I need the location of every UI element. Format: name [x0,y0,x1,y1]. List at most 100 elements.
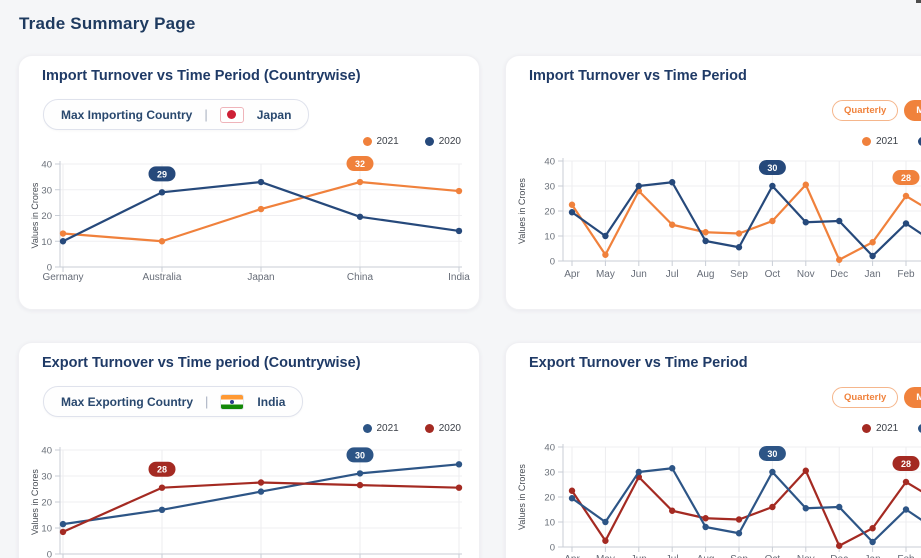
data-point[interactable] [356,213,364,220]
card-title: Import Turnover vs Time Period [529,68,747,84]
legend-label: 2020 [438,423,461,434]
annotation-value: 30 [767,163,777,173]
data-point[interactable] [702,515,709,522]
data-point[interactable] [836,542,843,549]
data-point[interactable] [802,181,809,188]
svg-text:Values in Crores: Values in Crores [30,182,40,248]
data-point[interactable] [602,232,609,240]
svg-text:40: 40 [41,446,52,457]
data-point[interactable] [356,470,364,477]
data-point[interactable] [158,189,166,196]
max-exporting-country-badge: Max Exporting Country | India [43,386,304,417]
data-point[interactable] [59,528,67,536]
legend-item-2020[interactable]: 2020 [424,136,461,147]
data-point[interactable] [257,178,265,186]
data-point[interactable] [836,217,843,225]
data-point[interactable] [568,495,576,502]
data-point[interactable] [702,237,709,245]
data-point[interactable] [356,178,364,186]
data-point[interactable] [669,221,676,228]
monthly-toggle[interactable]: Monthly [904,100,921,121]
data-point[interactable] [869,239,876,246]
annotation-bubble-28 [892,456,920,471]
data-point[interactable] [158,484,166,491]
data-point[interactable] [869,525,876,532]
data-point[interactable] [59,520,67,528]
svg-text:0: 0 [550,257,555,268]
import-monthly-chart[interactable]: 0 10 20 30 40 Apr May Jun Jul Aug Sep Oct Nov Dec Jan F… [516,156,921,293]
data-point[interactable] [702,523,709,531]
data-point[interactable] [568,201,576,208]
legend-item-2020[interactable]: 2020 [424,423,461,434]
data-point[interactable] [455,227,463,235]
legend-item-2021[interactable]: 2021 [362,423,399,434]
data-point[interactable] [735,244,743,251]
data-point[interactable] [568,487,576,494]
data-point[interactable] [602,251,609,258]
legend-item-2021[interactable]: 2021 [862,423,898,434]
data-point[interactable] [836,503,843,511]
monthly-toggle[interactable]: Monthly [904,387,921,408]
data-point[interactable] [702,229,709,236]
data-point[interactable] [836,256,843,263]
data-point[interactable] [602,518,609,526]
data-point[interactable] [735,516,743,523]
data-point[interactable] [669,465,676,472]
data-point[interactable] [257,205,265,213]
export-monthly-chart[interactable]: 0 10 20 30 40 Apr May Jun Jul Aug Sep Oct Nov Dec Jan F… [516,443,921,558]
badge-divider: | [205,394,209,409]
data-point[interactable] [356,481,364,489]
legend-item-2020[interactable]: 2020 [918,423,921,434]
data-point[interactable] [802,219,809,226]
scrollbar-corner[interactable] [916,0,921,3]
data-point[interactable] [158,238,166,245]
data-point[interactable] [869,538,876,546]
data-point[interactable] [59,238,67,245]
card-export-countrywise: Export Turnover vs Time period (Countryw… [18,342,480,558]
data-point[interactable] [902,478,910,486]
legend-item-2021[interactable]: 2021 [862,136,898,147]
data-point[interactable] [769,503,776,511]
data-point[interactable] [669,179,676,186]
data-point[interactable] [455,461,463,468]
data-point[interactable] [669,507,676,514]
svg-text:10: 10 [544,518,555,529]
data-point[interactable] [455,187,463,195]
data-point[interactable] [902,192,910,200]
data-point[interactable] [735,230,743,237]
svg-text:May: May [596,269,615,280]
data-point[interactable] [635,468,642,476]
page-title: Trade Summary Page [19,14,196,33]
export-countrywise-chart[interactable]: 010203040GermanyAustraliaJapanChinaIndia… [29,443,474,558]
svg-text:Australia: Australia [143,272,182,283]
data-point[interactable] [869,252,876,260]
data-point[interactable] [802,505,809,512]
data-point[interactable] [735,530,743,537]
data-point[interactable] [902,220,910,227]
data-point[interactable] [769,468,776,476]
data-point[interactable] [257,479,265,486]
data-point[interactable] [802,467,809,474]
legend-dot [918,137,921,146]
annotation-value: 30 [355,450,365,460]
data-point[interactable] [602,537,609,544]
data-point[interactable] [257,488,265,495]
data-point[interactable] [769,217,776,225]
data-point[interactable] [568,209,576,216]
annotation-value: 29 [157,169,167,179]
data-point[interactable] [158,506,166,513]
series-2021-line [570,183,921,261]
import-countrywise-chart[interactable]: 0 10 20 30 40 Germany Australia Japan China India… [29,156,474,293]
svg-text:10: 10 [41,237,52,248]
legend-item-2020[interactable]: 2020 [918,136,921,147]
data-point[interactable] [902,506,910,513]
data-point[interactable] [59,230,67,237]
data-point[interactable] [769,182,776,190]
svg-text:Oct: Oct [765,269,781,280]
quarterly-toggle[interactable]: Quarterly [832,387,899,408]
data-point[interactable] [635,182,642,190]
quarterly-toggle[interactable]: Quarterly [832,100,899,121]
data-point[interactable] [455,484,463,491]
annotation-bubble-30 [758,446,786,461]
legend-item-2021[interactable]: 2021 [362,136,399,147]
